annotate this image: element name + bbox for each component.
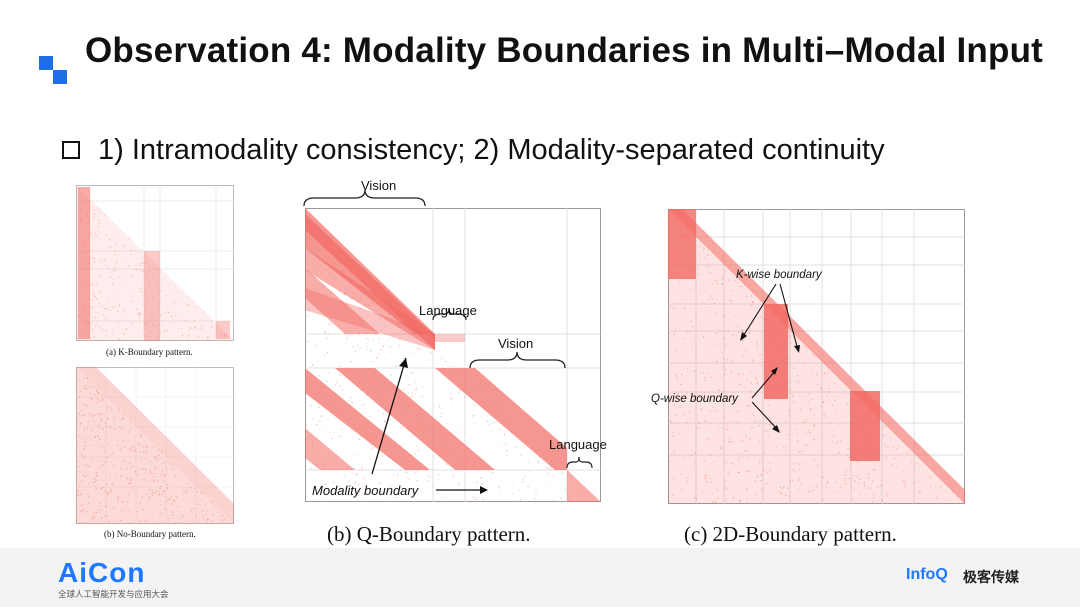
language-label-1: Language [419, 303, 477, 318]
k-boundary-pattern-figure [76, 185, 234, 341]
no-boundary-pattern-figure [76, 367, 234, 524]
modality-boundary-label: Modality boundary [312, 483, 419, 498]
q-wise-boundary-label: Q-wise boundary [651, 393, 738, 405]
bullet-text: 1) Intramodality consistency; 2) Modalit… [98, 133, 885, 166]
footer-bar [0, 548, 1080, 607]
q-boundary-pattern-figure [305, 208, 601, 502]
aicon-logo: AiCon [58, 557, 146, 588]
k-wise-boundary-label: K-wise boundary [736, 269, 822, 281]
checkbox-icon [62, 141, 80, 159]
slide-title: Observation 4: Modality Boundaries in Mu… [85, 31, 1043, 70]
vision-top-label: Vision [361, 178, 397, 193]
2d-boundary-pattern-figure [668, 209, 965, 504]
title-marker-icon [39, 56, 73, 90]
q-boundary-caption: (b) Q-Boundary pattern. [327, 522, 531, 546]
q-boundary-annotations [303, 190, 593, 494]
k-boundary-caption: (a) K-Boundary pattern. [106, 347, 193, 357]
bullet-item: 1) Intramodality consistency; 2) Modalit… [62, 130, 885, 170]
language-label-2: Language [549, 437, 607, 452]
2d-boundary-annotations [740, 283, 800, 433]
aicon-subtitle: 全球人工智能开发与应用大会 [58, 590, 169, 600]
2d-boundary-caption: (c) 2D-Boundary pattern. [684, 522, 897, 546]
vision-mid-label: Vision [498, 336, 534, 351]
geek-media-logo: 极客传媒 [963, 570, 1019, 586]
no-boundary-caption: (b) No-Boundary pattern. [104, 529, 196, 539]
infoq-logo: InfoQ [906, 566, 948, 583]
